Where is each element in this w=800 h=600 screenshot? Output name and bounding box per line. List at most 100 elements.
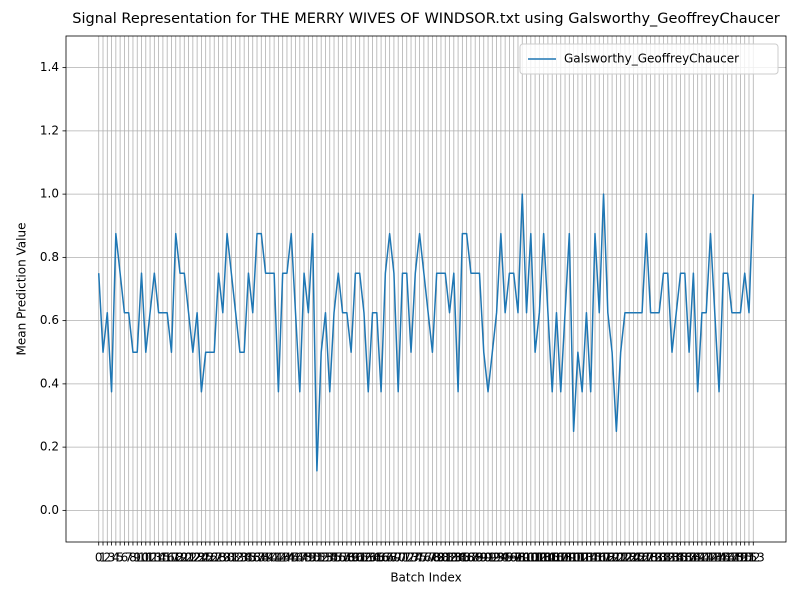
x-tick-label: 60 (348, 551, 363, 565)
x-tick-label: 153 (742, 551, 765, 565)
x-tick-label: 85 (455, 551, 470, 565)
x-tick-label: 54 (322, 551, 337, 565)
x-tick-label: 20 (177, 551, 192, 565)
x-tick-label: 91 (480, 551, 495, 565)
x-tick-label: 70 (391, 551, 406, 565)
x-tick-label: 78 (425, 551, 440, 565)
x-tick-label: 107 (545, 551, 568, 565)
x-tick-label: 16 (160, 551, 175, 565)
x-tick-label: 120 (601, 551, 624, 565)
x-tick-label: 148 (720, 551, 743, 565)
x-tick-label: 145 (708, 551, 731, 565)
x-tick-label: 48 (296, 551, 311, 565)
line-series (97, 193, 755, 472)
x-tick-label: 13 (147, 551, 162, 565)
x-tick-label: 35 (241, 551, 256, 565)
x-tick-label: 149 (725, 551, 748, 565)
x-tick-label: 101 (519, 551, 542, 565)
y-tick-label: 0.2 (40, 440, 59, 454)
legend-label: Galsworthy_GeoffreyChaucer (564, 52, 739, 66)
x-tick-label: 147 (716, 551, 739, 565)
x-tick-label: 81 (438, 551, 453, 565)
x-tick-label: 84 (450, 551, 465, 565)
x-tick-label: 1 (99, 551, 107, 565)
x-tick-label: 52 (314, 551, 329, 565)
x-tick-label: 126 (626, 551, 649, 565)
x-tick-label: 116 (584, 551, 607, 565)
x-tick-label: 119 (596, 551, 619, 565)
x-tick-label: 41 (266, 551, 281, 565)
x-tick-label: 30 (219, 551, 234, 565)
y-tick-label: 0.4 (40, 376, 59, 390)
x-tick-label: 19 (172, 551, 187, 565)
x-tick-label: 42 (271, 551, 286, 565)
x-tick-label: 128 (635, 551, 658, 565)
x-tick-label: 58 (339, 551, 354, 565)
x-tick-label: 100 (515, 551, 538, 565)
x-tick-label: 127 (631, 551, 654, 565)
x-tick-label: 76 (416, 551, 431, 565)
x-tick-label: 45 (284, 551, 299, 565)
x-tick-label: 44 (279, 551, 294, 565)
x-tick-label: 142 (695, 551, 718, 565)
x-tick-label: 130 (643, 551, 666, 565)
x-tick-label: 65 (369, 551, 384, 565)
x-tick-label: 46 (288, 551, 303, 565)
x-tick-label: 11 (138, 551, 153, 565)
y-tick-label: 0.8 (40, 250, 59, 264)
x-tick-label: 117 (588, 551, 611, 565)
x-tick-label: 59 (343, 551, 358, 565)
x-tick-label: 77 (420, 551, 435, 565)
x-tick-label: 82 (442, 551, 457, 565)
x-axis-label: Batch Index (390, 571, 461, 585)
x-tick-label: 17 (164, 551, 179, 565)
x-tick-label: 26 (202, 551, 217, 565)
x-tick-label: 57 (335, 551, 350, 565)
x-tick-label: 151 (733, 551, 756, 565)
x-tick-label: 63 (361, 551, 376, 565)
x-tick-label: 108 (549, 551, 572, 565)
x-tick-label: 115 (579, 551, 602, 565)
x-tick-label: 137 (673, 551, 696, 565)
x-tick-label: 71 (395, 551, 410, 565)
x-tick-label: 139 (682, 551, 705, 565)
x-tick-label: 105 (536, 551, 559, 565)
x-tick-label: 150 (729, 551, 752, 565)
x-tick-label: 113 (571, 551, 594, 565)
x-tick-label: 143 (699, 551, 722, 565)
x-tick-label: 144 (703, 551, 726, 565)
x-tick-label: 75 (412, 551, 427, 565)
x-tick-label: 53 (318, 551, 333, 565)
x-tick-label: 129 (639, 551, 662, 565)
x-tick-label: 9 (133, 551, 141, 565)
x-tick-label: 24 (194, 551, 209, 565)
x-tick-label: 51 (309, 551, 324, 565)
x-tick-label: 38 (254, 551, 269, 565)
x-tick-label: 123 (613, 551, 636, 565)
x-tick-label: 4 (112, 551, 120, 565)
x-tick-label: 15 (155, 551, 170, 565)
x-tick-label: 0 (95, 551, 103, 565)
x-tick-label: 90 (476, 551, 491, 565)
y-tick-label: 1.2 (40, 123, 59, 137)
x-tick-label: 79 (429, 551, 444, 565)
x-tick-label: 47 (292, 551, 307, 565)
x-tick-label: 21 (181, 551, 196, 565)
x-tick-label: 83 (446, 551, 461, 565)
x-tick-label: 62 (356, 551, 371, 565)
legend-box (519, 43, 779, 75)
x-tick-label: 40 (262, 551, 277, 565)
x-tick-label: 72 (399, 551, 414, 565)
x-tick-label: 114 (575, 551, 598, 565)
x-tick-label: 112 (566, 551, 589, 565)
x-tick-label: 23 (189, 551, 204, 565)
x-tick-label: 86 (459, 551, 474, 565)
x-tick-label: 31 (224, 551, 239, 565)
y-tick-label: 0.0 (40, 503, 59, 517)
x-tick-label: 132 (652, 551, 675, 565)
x-tick-label: 73 (403, 551, 418, 565)
x-tick-label: 141 (690, 551, 713, 565)
x-tick-label: 135 (665, 551, 688, 565)
x-tick-label: 93 (489, 551, 504, 565)
x-tick-label: 136 (669, 551, 692, 565)
